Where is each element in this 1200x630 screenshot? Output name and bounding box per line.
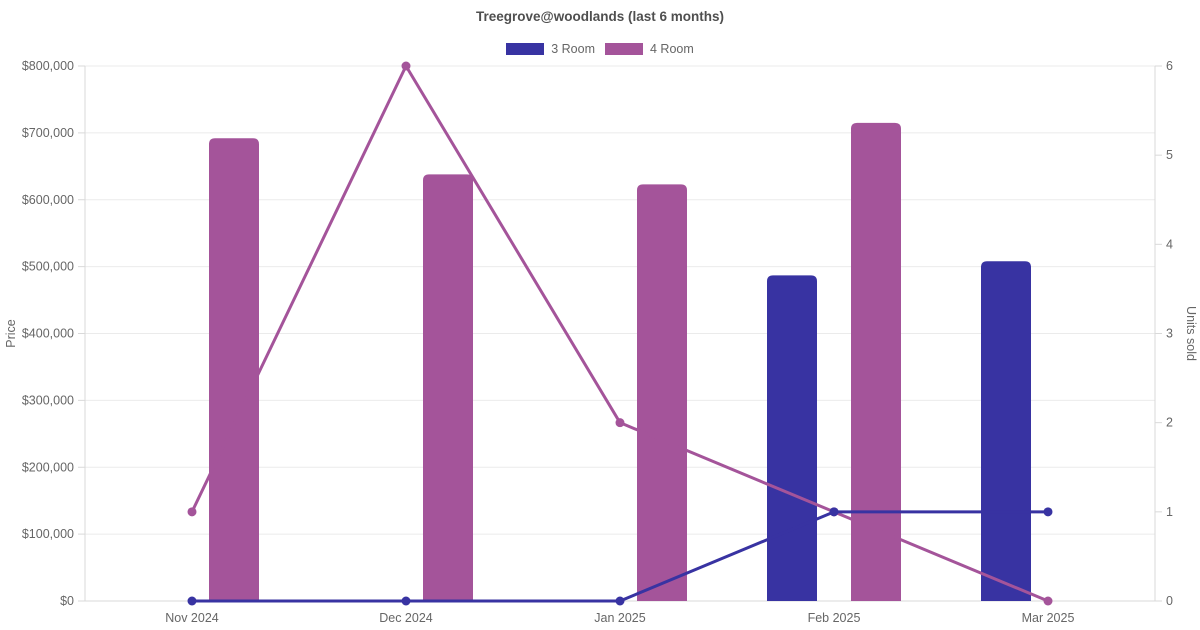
legend-item-3-room[interactable]: 3 Room	[506, 42, 595, 56]
point-4-room[interactable]	[187, 507, 197, 517]
legend-swatch-3-room	[506, 43, 545, 55]
bar-4-room[interactable]	[851, 122, 901, 601]
legend-item-4-room[interactable]: 4 Room	[605, 42, 694, 56]
line-3-room	[190, 510, 1050, 603]
x-axis-label: Dec 2024	[379, 611, 433, 625]
point-4-room[interactable]	[1043, 596, 1053, 606]
point-4-room[interactable]	[401, 61, 411, 71]
point-4-room[interactable]	[615, 418, 625, 428]
right-tick-label: 4	[1166, 237, 1173, 251]
right-tick-label: 2	[1166, 416, 1173, 430]
bar-4-room[interactable]	[209, 138, 259, 601]
left-tick-label: $500,000	[22, 260, 74, 274]
legend-swatch-4-room	[605, 43, 643, 55]
right-tick-label: 1	[1166, 505, 1173, 519]
bar-4-room[interactable]	[637, 184, 687, 601]
x-axis-label: Jan 2025	[594, 611, 645, 625]
x-axis-label: Nov 2024	[165, 611, 219, 625]
right-tick-label: 3	[1166, 327, 1173, 341]
left-tick-label: $400,000	[22, 327, 74, 341]
left-tick-label: $800,000	[22, 59, 74, 73]
point-3-room[interactable]	[401, 596, 411, 606]
left-tick-label: $100,000	[22, 527, 74, 541]
right-tick-label: 5	[1166, 148, 1173, 162]
left-tick-label: $0	[60, 594, 74, 608]
left-tick-label: $700,000	[22, 126, 74, 140]
legend-label-4-room: 4 Room	[650, 42, 694, 56]
y-left-axis-title: Price	[4, 319, 18, 348]
point-3-room[interactable]	[829, 507, 839, 517]
x-axis-label: Mar 2025	[1022, 611, 1075, 625]
point-3-room[interactable]	[1043, 507, 1053, 517]
right-tick-label: 6	[1166, 59, 1173, 73]
bar-3-room[interactable]	[767, 275, 817, 601]
right-tick-label: 0	[1166, 594, 1173, 608]
bar-4-room[interactable]	[423, 174, 473, 601]
y-right-axis-title: Units sold	[1184, 306, 1198, 361]
chart-legend: 3 Room 4 Room	[0, 42, 1200, 56]
x-axis-label: Feb 2025	[808, 611, 861, 625]
point-3-room[interactable]	[615, 596, 625, 606]
chart-title: Treegrove@woodlands (last 6 months)	[476, 9, 724, 24]
point-3-room[interactable]	[187, 596, 197, 606]
left-tick-label: $200,000	[22, 460, 74, 474]
legend-label-3-room: 3 Room	[551, 42, 595, 56]
left-tick-label: $600,000	[22, 193, 74, 207]
left-tick-label: $300,000	[22, 393, 74, 407]
bar-3-room[interactable]	[981, 261, 1031, 601]
